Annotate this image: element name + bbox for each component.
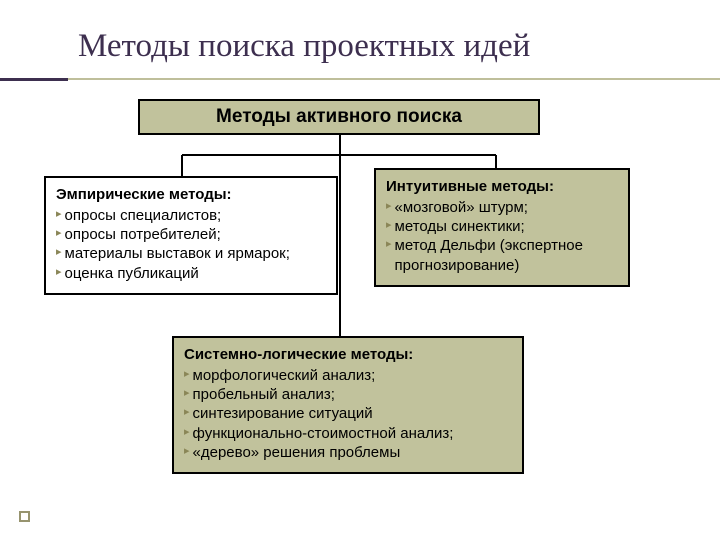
list-item-text: опросы специалистов; (65, 206, 222, 225)
title-rule-accent (0, 78, 68, 81)
list-item-text: материалы выставок и ярмарок; (65, 244, 290, 263)
list-item-text: функционально-стоимостной анализ; (193, 424, 454, 443)
intuitive-heading: Интуитивные методы: (386, 178, 618, 195)
list-item-text: пробельный анализ; (193, 385, 335, 404)
bullet-icon: ▸ (56, 225, 62, 244)
list-item: ▸опросы потребителей; (56, 225, 326, 244)
empirical-list: ▸опросы специалистов;▸опросы потребителе… (56, 206, 326, 283)
list-item: ▸опросы специалистов; (56, 206, 326, 225)
list-item: ▸материалы выставок и ярмарок; (56, 244, 326, 263)
list-item: ▸метод Дельфи (экспертное прогнозировани… (386, 236, 618, 274)
bullet-icon: ▸ (184, 366, 190, 385)
bullet-icon: ▸ (184, 443, 190, 462)
bullet-icon: ▸ (184, 424, 190, 443)
systemic-heading: Системно-логические методы: (184, 346, 512, 363)
list-item: ▸функционально-стоимостной анализ; (184, 424, 512, 443)
header-box: Методы активного поиска (138, 99, 540, 135)
list-item: ▸синтезирование ситуаций (184, 404, 512, 423)
bullet-icon: ▸ (386, 217, 392, 236)
intuitive-box: Интуитивные методы: ▸«мозговой» штурм;▸м… (374, 168, 630, 287)
bullet-icon: ▸ (184, 385, 190, 404)
footer-square-icon (19, 511, 30, 522)
list-item: ▸оценка публикаций (56, 264, 326, 283)
systemic-list: ▸морфологический анализ;▸пробельный анал… (184, 366, 512, 462)
list-item: ▸пробельный анализ; (184, 385, 512, 404)
intuitive-list: ▸«мозговой» штурм;▸методы синектики;▸мет… (386, 198, 618, 275)
list-item-text: методы синектики; (395, 217, 525, 236)
bullet-icon: ▸ (386, 198, 392, 217)
bullet-icon: ▸ (56, 244, 62, 263)
list-item-text: опросы потребителей; (65, 225, 221, 244)
list-item-text: морфологический анализ; (193, 366, 376, 385)
bullet-icon: ▸ (184, 404, 190, 423)
empirical-box: Эмпирические методы: ▸опросы специалисто… (44, 176, 338, 295)
bullet-icon: ▸ (56, 206, 62, 225)
list-item: ▸«мозговой» штурм; (386, 198, 618, 217)
empirical-heading: Эмпирические методы: (56, 186, 326, 203)
list-item: ▸«дерево» решения проблемы (184, 443, 512, 462)
bullet-icon: ▸ (56, 264, 62, 283)
list-item-text: метод Дельфи (экспертное прогнозирование… (395, 236, 618, 274)
list-item: ▸методы синектики; (386, 217, 618, 236)
bullet-icon: ▸ (386, 236, 392, 274)
systemic-box: Системно-логические методы: ▸морфологиче… (172, 336, 524, 474)
title-rule (68, 78, 720, 80)
list-item-text: оценка публикаций (65, 264, 199, 283)
page-title: Методы поиска проектных идей (78, 28, 530, 65)
list-item-text: синтезирование ситуаций (193, 404, 373, 423)
list-item: ▸морфологический анализ; (184, 366, 512, 385)
list-item-text: «мозговой» штурм; (395, 198, 528, 217)
list-item-text: «дерево» решения проблемы (193, 443, 401, 462)
